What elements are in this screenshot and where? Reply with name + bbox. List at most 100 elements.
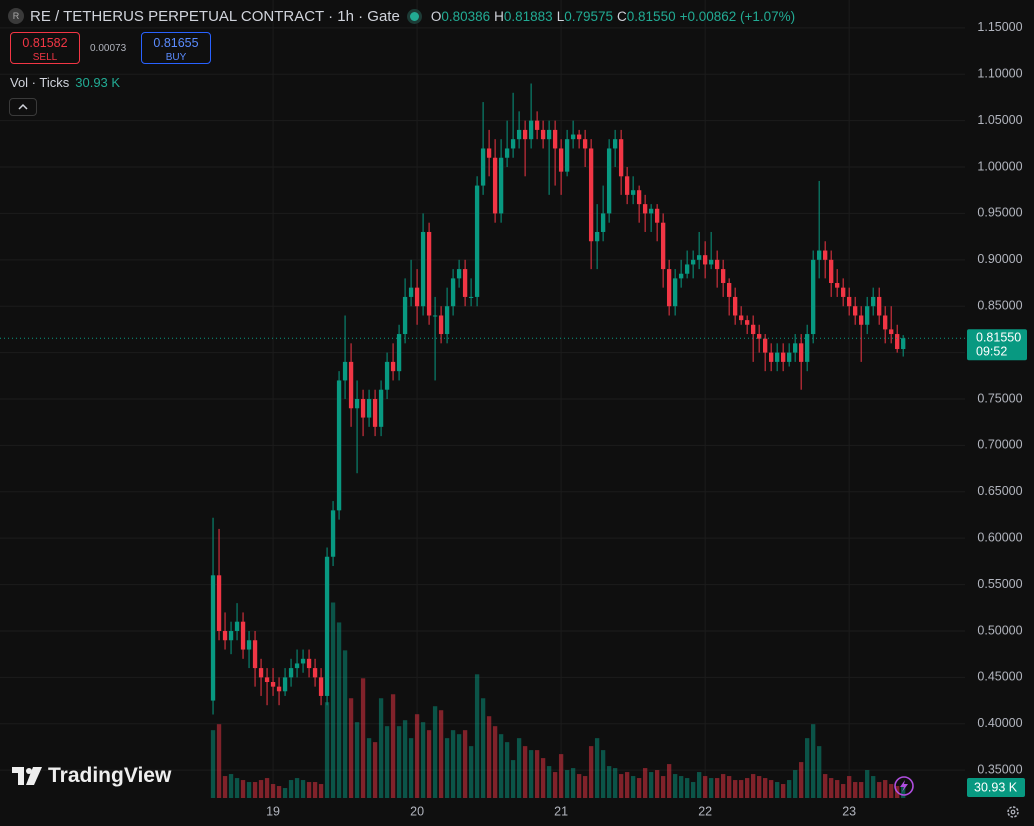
candle-body xyxy=(889,329,894,335)
volume-bar xyxy=(444,738,450,798)
candle-body xyxy=(516,129,522,140)
y-tick-label: 0.70000 xyxy=(977,438,1022,452)
volume-bar xyxy=(354,722,360,798)
candle-body xyxy=(288,668,294,678)
candle-body xyxy=(486,148,492,158)
volume-bar xyxy=(414,714,420,798)
candle-body xyxy=(546,129,552,140)
volume-bar xyxy=(396,726,402,798)
volume-bar xyxy=(342,650,348,798)
volume-bar xyxy=(558,754,564,798)
volume-bar xyxy=(408,738,414,798)
y-tick-label: 1.05000 xyxy=(977,113,1022,127)
brand-name: TradingView xyxy=(48,764,172,787)
candle-body xyxy=(264,677,270,683)
volume-bar xyxy=(847,776,852,798)
volume-bar xyxy=(871,776,876,798)
candle-body xyxy=(588,148,594,242)
candle-body xyxy=(775,352,780,362)
volume-bar xyxy=(222,776,228,798)
volume-bar xyxy=(480,698,486,798)
ohlc-value: 0.79575 xyxy=(564,8,614,24)
indicator-legend[interactable]: Vol · Ticks 30.93 K xyxy=(10,75,120,90)
market-status xyxy=(409,11,419,21)
candle-body xyxy=(859,315,864,325)
candle-body xyxy=(384,361,390,390)
candle-body xyxy=(534,120,540,130)
volume-bar xyxy=(534,750,540,798)
brand[interactable]: TradingView xyxy=(12,764,171,788)
candle-body xyxy=(756,334,762,339)
symbol-icon: R xyxy=(8,8,24,24)
volume-bar xyxy=(588,746,594,798)
volume-bar xyxy=(901,785,906,798)
volume-bar xyxy=(246,782,252,798)
volume-bar xyxy=(570,768,576,798)
candle-body xyxy=(702,255,708,265)
candle-body xyxy=(300,658,306,664)
volume-bar xyxy=(372,742,378,798)
y-tick-label: 0.60000 xyxy=(977,530,1022,544)
buy-button[interactable]: 0.81655 BUY xyxy=(141,32,211,64)
y-tick-label: 0.55000 xyxy=(977,577,1022,591)
volume-bar xyxy=(390,694,396,798)
volume-bar xyxy=(564,770,570,798)
volume-bar xyxy=(889,784,894,798)
y-tick-label: 0.75000 xyxy=(977,391,1022,405)
ohlc-key: C xyxy=(617,8,627,24)
volume-bar xyxy=(528,750,534,798)
sell-button[interactable]: 0.81582 SELL xyxy=(10,32,80,64)
candle-body xyxy=(258,668,264,678)
volume-bar xyxy=(576,774,582,798)
volume-bar xyxy=(793,770,798,798)
volume-bar xyxy=(732,780,738,798)
settings-icon xyxy=(1007,806,1019,818)
candle-body xyxy=(216,575,222,631)
candle-body xyxy=(762,338,768,353)
candle-body xyxy=(510,139,516,149)
volume-bar xyxy=(276,786,282,798)
volume-bar xyxy=(702,776,708,798)
y-tick-label: 1.10000 xyxy=(977,67,1022,81)
candle-body xyxy=(853,306,858,316)
candle-body xyxy=(378,389,384,427)
candle-body xyxy=(504,148,510,158)
candle-body xyxy=(246,640,252,650)
volume-bar xyxy=(624,772,630,798)
candle-body xyxy=(877,296,882,316)
volume-bar xyxy=(288,780,294,798)
volume-bar xyxy=(252,782,258,798)
volume-tag xyxy=(967,778,1025,797)
candle-body xyxy=(606,148,612,214)
candle-body xyxy=(240,621,246,650)
volume-bar xyxy=(384,726,390,798)
volume-bar xyxy=(546,766,552,798)
volume-bar xyxy=(696,772,702,798)
volume-bar xyxy=(690,782,696,798)
candle-body xyxy=(648,208,654,214)
candle-body xyxy=(672,278,678,307)
volume-bar xyxy=(805,738,810,798)
collapse-button[interactable] xyxy=(9,98,37,116)
candle-body xyxy=(654,208,660,223)
symbol-title[interactable]: RE / TETHERUS PERPETUAL CONTRACT · 1h · … xyxy=(30,7,400,25)
volume-bar xyxy=(228,774,234,798)
lightning-button[interactable] xyxy=(894,776,914,796)
candle-body xyxy=(901,338,906,350)
candle-body xyxy=(528,120,534,140)
volume-bar xyxy=(264,778,270,798)
volume-bar xyxy=(540,758,546,798)
volume-bar xyxy=(829,778,834,798)
volume-bar xyxy=(654,770,660,798)
volume-bar xyxy=(366,738,372,798)
candle-body xyxy=(474,185,480,297)
volume-bar xyxy=(336,622,342,798)
y-tick-label: 1.15000 xyxy=(977,20,1022,34)
candle-body xyxy=(408,287,414,297)
volume-bar xyxy=(450,730,456,798)
settings-button[interactable] xyxy=(1007,806,1019,818)
candle-body xyxy=(396,334,402,372)
volume-bar xyxy=(726,776,732,798)
volume-bar xyxy=(504,742,510,798)
